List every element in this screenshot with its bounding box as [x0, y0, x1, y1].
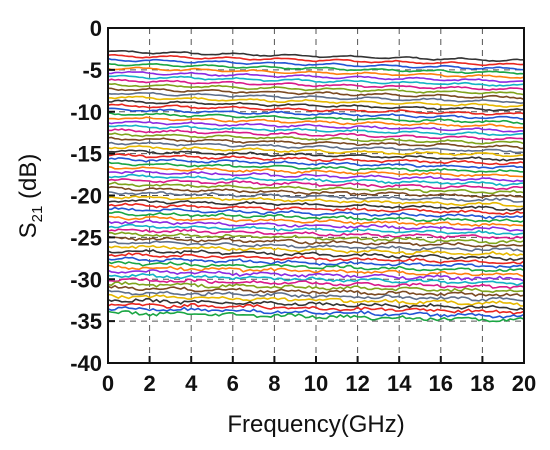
y-axis-title-main: S: [15, 222, 42, 238]
series-line: [108, 284, 524, 297]
series-line: [108, 195, 524, 208]
series-line: [108, 144, 524, 158]
series-line: [108, 293, 524, 307]
x-tick-label: 12: [345, 371, 369, 396]
series-line: [108, 99, 524, 112]
series-line: [108, 57, 524, 71]
series-line: [108, 132, 524, 145]
x-tick-label: 0: [102, 371, 114, 396]
series-line: [108, 181, 524, 195]
y-axis-title-subscript: 21: [29, 206, 46, 223]
series-line: [108, 240, 524, 253]
series-line: [108, 281, 524, 294]
series-line: [108, 178, 524, 191]
series-line: [108, 141, 524, 154]
series-line: [108, 111, 524, 125]
series-line: [108, 66, 524, 79]
series-line: [108, 62, 524, 75]
series-line: [108, 244, 524, 257]
series-line: [108, 310, 524, 323]
series-line: [108, 249, 524, 262]
series-line: [108, 87, 524, 101]
series-line: [108, 211, 524, 223]
series-line: [108, 289, 524, 302]
series-line: [108, 78, 524, 91]
series-line: [108, 128, 524, 141]
series-line: [108, 95, 524, 108]
series-line: [108, 153, 524, 166]
series-line: [108, 91, 524, 104]
series-line: [108, 165, 524, 178]
y-tick-label: -15: [70, 142, 102, 167]
series-line: [108, 273, 524, 287]
series-line: [108, 202, 524, 216]
series-line: [108, 116, 524, 129]
x-tick-label: 2: [143, 371, 155, 396]
y-tick-label: 0: [90, 16, 102, 41]
x-axis: 0 2 4 6 8 10 12 14 16 18 20: [102, 356, 536, 396]
series-line: [108, 191, 524, 203]
series-line: [108, 136, 524, 150]
series-line: [108, 302, 524, 315]
series-line: [108, 103, 524, 116]
series-line: [108, 107, 524, 120]
series-line: [108, 49, 524, 63]
x-tick-label: 20: [512, 371, 536, 396]
series-line: [108, 53, 524, 67]
series-line: [108, 219, 524, 232]
y-tick-label: -40: [70, 351, 102, 376]
x-axis-title: Frequency(GHz): [227, 411, 404, 438]
series-line: [108, 223, 524, 236]
y-tick-label: -10: [70, 100, 102, 125]
x-tick-label: 4: [185, 371, 198, 396]
series-line: [108, 149, 524, 162]
y-axis-title-unit: (dB): [15, 154, 42, 206]
series-line: [108, 186, 524, 199]
series-line: [108, 260, 524, 273]
series-line: [108, 161, 524, 174]
series-line: [108, 256, 524, 269]
series-line: [108, 82, 524, 96]
x-tick-label: 16: [429, 371, 453, 396]
series-line: [108, 215, 524, 227]
y-tick-label: -5: [82, 58, 102, 83]
x-tick-label: 10: [304, 371, 328, 396]
series-line: [108, 231, 524, 245]
y-axis-title: S21 (dB): [15, 154, 46, 239]
x-tick-label: 6: [227, 371, 239, 396]
series-line: [108, 264, 524, 278]
y-tick-label: -35: [70, 309, 102, 334]
series-line: [108, 199, 524, 212]
series-line: [108, 124, 524, 137]
y-axis: 0 -5 -10 -15 -20 -25 -30 -35 -40: [70, 16, 115, 376]
series-line: [108, 173, 524, 187]
series-line: [108, 277, 524, 290]
series-line: [108, 269, 524, 282]
x-tick-label: 14: [387, 371, 412, 396]
x-tick-label: 8: [268, 371, 280, 396]
series-line: [108, 120, 524, 133]
y-tick-label: -30: [70, 267, 102, 292]
series-line: [108, 74, 524, 87]
series-line: [108, 306, 524, 319]
series-line: [108, 70, 524, 83]
y-tick-label: -20: [70, 184, 102, 209]
series-line: [108, 252, 524, 265]
series-group: [108, 49, 524, 323]
x-tick-label: 18: [470, 371, 494, 396]
series-line: [108, 206, 524, 220]
series-line: [108, 297, 524, 311]
series-line: [108, 228, 524, 240]
series-line: [108, 235, 524, 248]
series-line: [108, 157, 524, 170]
series-line: [108, 169, 524, 183]
y-tick-label: -25: [70, 225, 102, 250]
